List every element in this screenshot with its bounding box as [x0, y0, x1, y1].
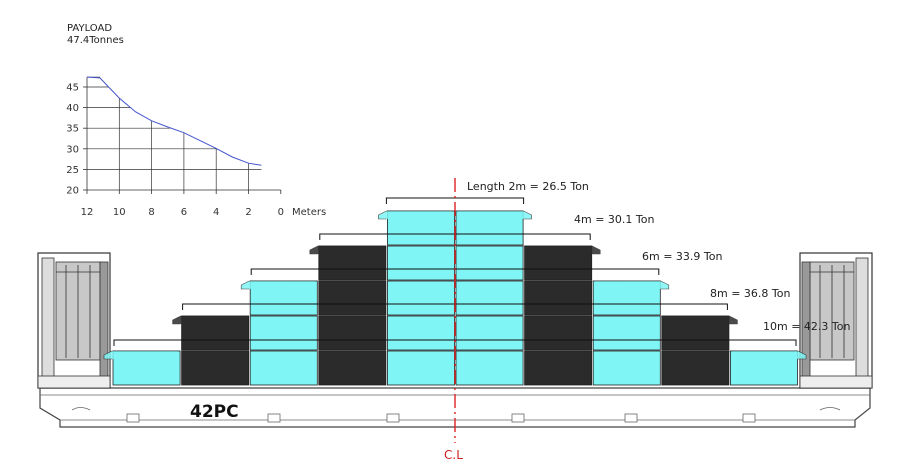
y-tick-label: 45 [66, 83, 79, 94]
cargo-block [524, 315, 593, 351]
cargo-block [592, 350, 661, 386]
cargo-block [249, 315, 318, 351]
cargo-block [524, 350, 593, 386]
cargo-block-lip [455, 210, 532, 220]
y-tick-label: 35 [66, 124, 79, 135]
label-length-10m: 10m = 42.3 Ton [763, 320, 850, 333]
cargo-block-lip [240, 280, 318, 290]
cargo-block [386, 315, 455, 351]
cargo-block-lip [729, 350, 807, 360]
x-tick-label: 0 [278, 207, 284, 218]
x-tick-label: 4 [213, 207, 219, 218]
cargo-block [181, 350, 250, 386]
y-tick-label: 30 [66, 144, 79, 155]
y-tick-label: 20 [66, 186, 79, 197]
cargo-block-lip [660, 315, 738, 325]
payload-chart: PAYLOAD 47.4Tonnes Meters 45403530252012… [66, 23, 326, 218]
x-tick-label: 12 [81, 207, 94, 218]
x-tick-label: 2 [245, 207, 251, 218]
x-tick-label: 8 [148, 207, 154, 218]
cargo-block-lip [172, 315, 250, 325]
label-length-4m: 4m = 30.1 Ton [574, 213, 654, 226]
container-model-label: 42PC [190, 402, 239, 422]
cargo-block [318, 315, 387, 351]
cargo-block [318, 350, 387, 386]
x-tick-label: 6 [181, 207, 187, 218]
chart-title: PAYLOAD [67, 23, 112, 34]
x-axis-label: Meters [292, 207, 326, 218]
x-tick-label: 10 [113, 207, 126, 218]
label-length-8m: 8m = 36.8 Ton [710, 287, 790, 300]
length-labels: Length 2m = 26.5 Ton 4m = 30.1 Ton 6m = … [467, 180, 850, 333]
label-length-6m: 6m = 33.9 Ton [642, 250, 722, 263]
cargo-block [249, 350, 318, 386]
chart-subtitle: 47.4Tonnes [67, 35, 124, 46]
cargo-block [455, 315, 524, 351]
cargo-block [386, 280, 455, 316]
label-length-2m: Length 2m = 26.5 Ton [467, 180, 589, 193]
cargo-block-lip [592, 280, 670, 290]
left-end-frame [37, 252, 111, 389]
cargo-block [318, 280, 387, 316]
cargo-block [455, 280, 524, 316]
cargo-block [455, 350, 524, 386]
payload-curve [86, 76, 262, 166]
cargo-block [386, 245, 455, 281]
y-tick-label: 40 [66, 103, 79, 114]
cargo-block-lip [523, 245, 601, 255]
cargo-stack [103, 210, 807, 386]
cargo-block [661, 350, 730, 386]
cargo-block [386, 350, 455, 386]
cargo-block [455, 245, 524, 281]
cargo-block-lip [103, 350, 181, 360]
base-pockets [71, 407, 841, 423]
centerline-label: C.L [444, 448, 463, 462]
cargo-block-lip [309, 245, 387, 255]
y-tick-label: 25 [66, 165, 79, 176]
right-end-frame [799, 252, 873, 389]
cargo-block-lip [378, 210, 455, 220]
cargo-block [592, 315, 661, 351]
cargo-block [524, 280, 593, 316]
